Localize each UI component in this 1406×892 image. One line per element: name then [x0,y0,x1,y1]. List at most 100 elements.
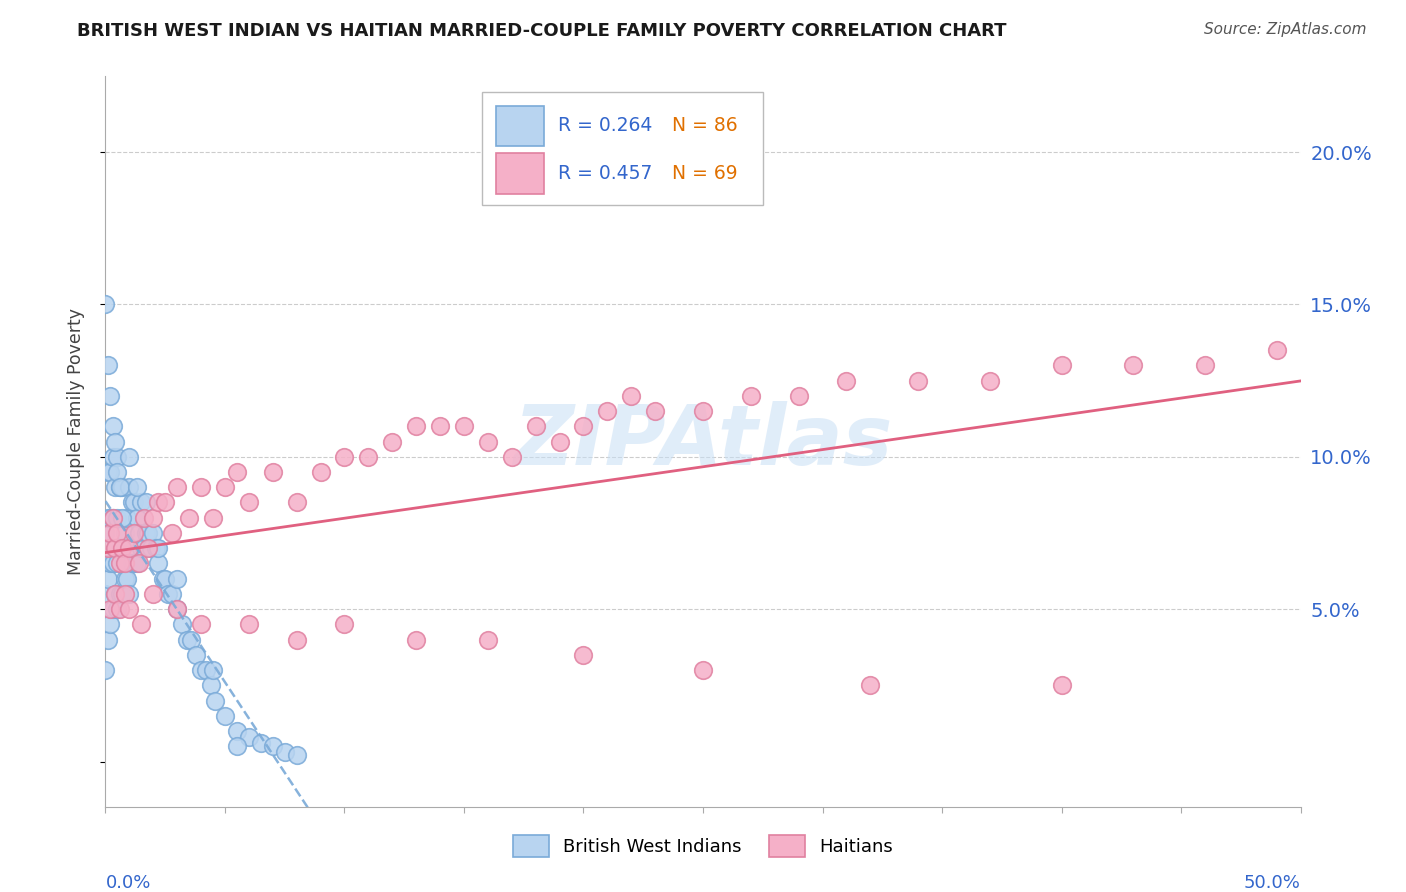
Text: R = 0.457: R = 0.457 [558,164,652,183]
Y-axis label: Married-Couple Family Poverty: Married-Couple Family Poverty [66,308,84,575]
Point [180,632,202,647]
Point [1050,359,1073,373]
Point [115,572,138,586]
Point [98,465,121,479]
Point [285,748,308,763]
Point [129,617,153,632]
Point [204,693,226,707]
Point [104,541,127,556]
Point [190,617,212,632]
Bar [496,106,544,146]
Point [907,374,929,388]
Point [250,736,273,750]
Point [132,541,155,556]
Point [97,632,120,647]
Point [118,541,141,556]
Point [108,480,131,494]
Point [101,602,124,616]
Point [125,510,148,524]
Point [1265,343,1288,357]
Point [101,557,124,571]
Point [97,541,120,556]
Point [108,602,131,616]
Point [357,450,380,464]
Point [156,587,179,601]
Point [202,510,225,524]
Point [152,572,174,586]
Text: BRITISH WEST INDIAN VS HAITIAN MARRIED-COUPLE FAMILY POVERTY CORRELATION CHART: BRITISH WEST INDIAN VS HAITIAN MARRIED-C… [77,22,1007,40]
Point [273,746,295,760]
Point [98,510,121,524]
Point [139,541,162,556]
Point [596,404,619,418]
Point [145,541,167,556]
Point [859,678,882,692]
Point [176,632,198,647]
Point [202,663,225,677]
Point [108,480,131,494]
Point [129,495,153,509]
Point [333,450,356,464]
Point [98,602,121,616]
Point [101,419,124,434]
Point [108,587,131,601]
Point [135,495,157,509]
Point [94,297,117,311]
Point [162,587,184,601]
Point [98,526,121,541]
Point [146,541,169,556]
Point [129,541,153,556]
Point [477,434,499,449]
Text: 50.0%: 50.0% [1244,874,1301,892]
Point [101,510,124,524]
Point [170,617,193,632]
Point [118,541,141,556]
Point [114,526,136,541]
Point [142,587,165,601]
Point [190,480,212,494]
Point [97,572,120,586]
Point [194,663,217,677]
Point [97,359,120,373]
Point [333,617,356,632]
Point [162,526,184,541]
Point [122,526,145,541]
Point [94,663,117,677]
Point [107,465,129,479]
Point [166,480,188,494]
Legend: British West Indians, Haitians: British West Indians, Haitians [506,828,900,864]
Point [104,434,127,449]
Text: Source: ZipAtlas.com: Source: ZipAtlas.com [1204,22,1367,37]
Point [107,510,129,524]
Point [128,526,150,541]
Text: R = 0.264: R = 0.264 [558,117,652,136]
Point [108,557,131,571]
Point [97,465,120,479]
Point [285,632,308,647]
Point [94,526,117,541]
Point [146,495,169,509]
Point [135,526,157,541]
Point [108,541,131,556]
Point [200,678,222,692]
Point [104,587,127,601]
Point [835,374,858,388]
Point [309,465,332,479]
Point [572,419,595,434]
Point [979,374,1001,388]
Point [548,434,571,449]
Point [121,495,143,509]
Point [166,572,188,586]
Point [692,663,714,677]
Point [107,526,129,541]
Point [285,495,308,509]
Point [142,510,165,524]
Point [405,419,427,434]
Point [118,480,141,494]
Point [138,541,160,556]
Point [104,587,127,601]
Point [620,389,643,403]
Point [107,557,129,571]
Point [115,510,138,524]
Point [225,739,249,754]
